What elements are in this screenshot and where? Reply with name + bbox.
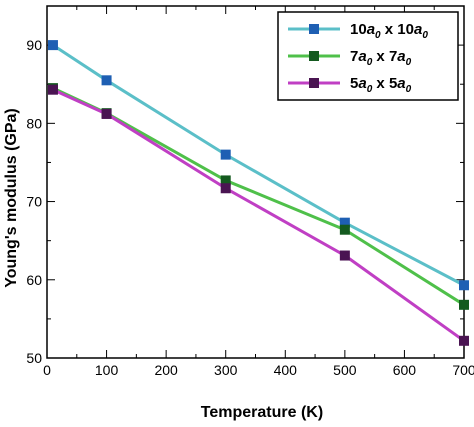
data-point-marker [220,149,231,160]
data-point-marker [459,280,469,291]
data-point-marker [339,250,350,261]
y-tick-label: 90 [26,37,42,53]
y-tick-label: 70 [26,194,42,210]
y-tick-label: 50 [26,350,42,366]
legend-label-part: 5 [350,75,358,92]
legend-swatch-marker [309,78,319,88]
data-point-marker [459,335,469,346]
legend-label: 7a0 x 7a0 [350,48,412,68]
x-tick-label: 100 [95,362,119,378]
legend-label-part: a [367,21,375,38]
series-layer [47,40,469,346]
x-axis-ticks: 0 100 200 300 400 500 600 700 [43,6,474,378]
y-axis-label: Young's modulus (GPa) [3,108,20,288]
data-point-marker [220,183,231,194]
legend-label-part: a [358,75,366,92]
data-point-marker [47,84,58,95]
legend-label-part: 7 [350,48,358,65]
legend-swatch-marker [309,24,319,34]
legend-label-part: 0 [375,30,381,41]
legend-label: 10a0 x 10a0 [350,21,428,41]
legend-label-part: 0 [367,57,373,68]
y-tick-label: 80 [26,115,42,131]
legend-label-part: 0 [406,84,412,95]
legend-label-part: a [414,21,422,38]
legend-label-part: 10 [350,21,367,38]
x-tick-label: 400 [274,362,298,378]
legend-label-part: 0 [367,84,373,95]
legend-label: 5a0 x 5a0 [350,75,412,95]
series-3 [47,84,469,346]
legend-label-part: 0 [422,30,428,41]
x-tick-label: 200 [154,362,178,378]
x-tick-label: 700 [452,362,474,378]
legend-swatch-marker [309,51,319,61]
data-point-marker [47,40,58,51]
legend-label-part: 0 [406,57,412,68]
x-axis-label: Temperature (K) [201,404,323,421]
legend-label-part: a [397,48,405,65]
y-tick-label: 60 [26,272,42,288]
legend-label-part: x [381,21,398,38]
series-line [52,88,465,343]
legend-item-3: 5a0 x 5a0 [288,75,412,95]
legend-label-part: 10 [397,21,414,38]
legend-label-part: x [372,48,389,65]
x-tick-label: 300 [214,362,238,378]
legend-label-part: a [358,48,366,65]
x-tick-label: 500 [333,362,357,378]
data-point-marker [101,108,112,119]
legend-label-part: x [372,75,389,92]
x-tick-label: 0 [43,362,51,378]
data-point-marker [339,217,350,228]
legend-label-part: 5 [389,75,397,92]
data-point-marker [101,75,112,86]
legend-item-2: 7a0 x 7a0 [288,48,412,68]
legend-label-part: 7 [389,48,397,65]
legend-item-1: 10a0 x 10a0 [288,21,428,41]
data-point-marker [339,224,350,235]
series-1 [47,40,469,291]
data-point-marker [220,175,231,186]
x-tick-label: 600 [393,362,417,378]
legend-label-part: a [397,75,405,92]
data-point-marker [459,299,469,310]
